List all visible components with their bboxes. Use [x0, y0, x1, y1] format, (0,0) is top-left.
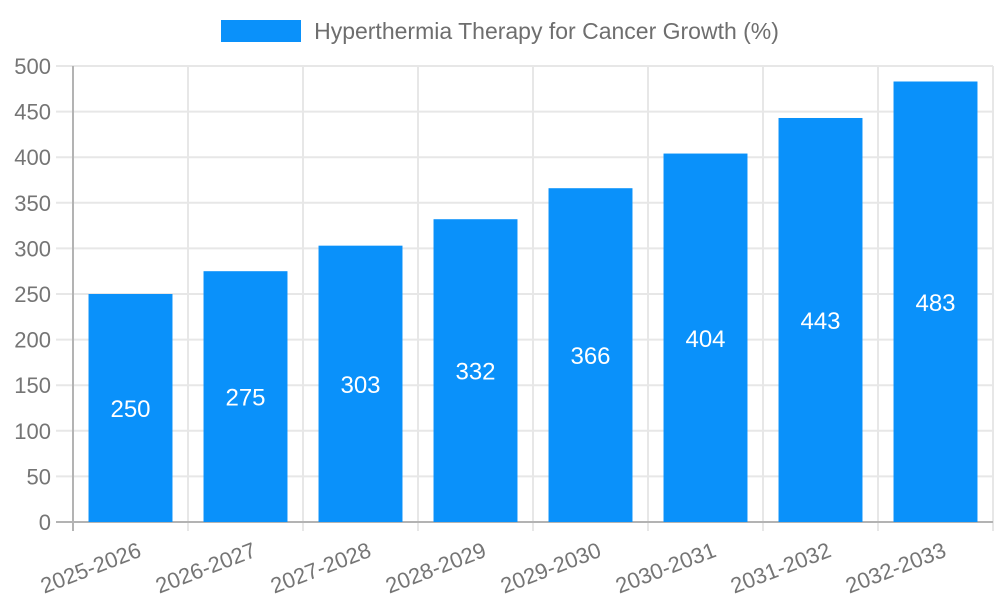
y-tick-label: 200	[14, 328, 51, 353]
bar-value-label: 366	[570, 343, 610, 370]
bar-2027-2028[interactable]	[318, 245, 403, 522]
y-tick-label: 100	[14, 419, 51, 444]
x-tick-label: 2029-2030	[497, 537, 604, 598]
y-tick-label: 150	[14, 373, 51, 398]
x-tick-label: 2028-2029	[382, 537, 489, 598]
bar-2030-2031[interactable]	[663, 153, 748, 522]
bar-value-label: 250	[110, 396, 150, 423]
legend-swatch	[221, 20, 302, 42]
bar-value-label: 303	[340, 372, 380, 399]
x-tick-label: 2025-2026	[37, 537, 144, 598]
bar-value-label: 483	[915, 290, 955, 317]
bar-2026-2027[interactable]	[203, 271, 288, 522]
bar-2032-2033[interactable]	[893, 81, 978, 522]
legend: Hyperthermia Therapy for Cancer Growth (…	[0, 16, 1000, 46]
bar-2029-2030[interactable]	[548, 188, 633, 522]
y-tick-label: 0	[39, 510, 51, 535]
legend-item[interactable]: Hyperthermia Therapy for Cancer Growth (…	[221, 16, 779, 46]
bar-2025-2026[interactable]	[88, 294, 173, 522]
bar-value-label: 404	[685, 326, 725, 353]
y-tick-label: 500	[14, 54, 51, 79]
y-tick-label: 300	[14, 236, 51, 261]
x-tick-label: 2027-2028	[267, 537, 374, 598]
bar-value-label: 443	[800, 308, 840, 335]
x-tick-label: 2031-2032	[727, 537, 834, 598]
y-tick-label: 250	[14, 282, 51, 307]
bar-value-label: 275	[225, 385, 265, 412]
y-tick-label: 350	[14, 191, 51, 216]
bar-2031-2032[interactable]	[778, 117, 863, 522]
legend-label: Hyperthermia Therapy for Cancer Growth (…	[314, 18, 779, 44]
x-tick-label: 2032-2033	[842, 537, 949, 598]
x-tick-label: 2026-2027	[152, 537, 259, 598]
x-tick-label: 2030-2031	[612, 537, 719, 598]
bar-value-label: 332	[455, 359, 495, 386]
y-tick-label: 50	[27, 464, 51, 489]
y-tick-label: 400	[14, 145, 51, 170]
y-tick-label: 450	[14, 100, 51, 125]
bar-2028-2029[interactable]	[433, 219, 518, 522]
